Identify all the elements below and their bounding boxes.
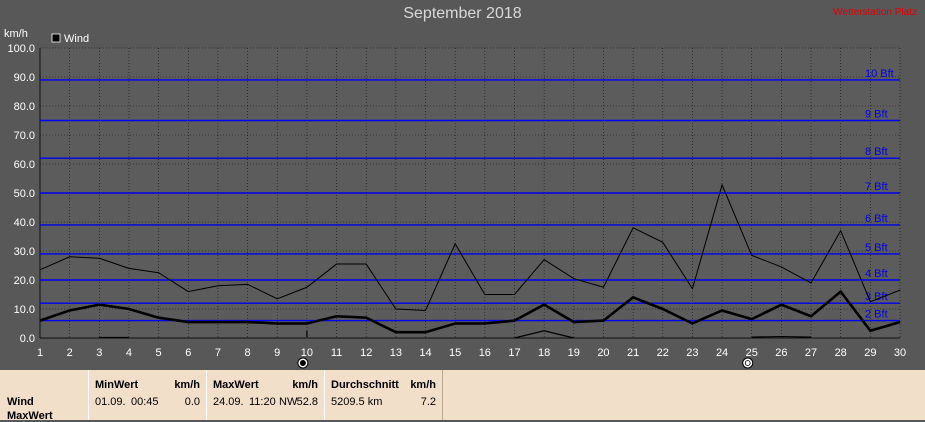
min-unit: km/h xyxy=(174,379,200,391)
y-tick-label: 40.0 xyxy=(14,217,35,229)
beaufort-label: 3 Bft xyxy=(865,291,888,303)
x-tick-label: 12 xyxy=(360,347,372,359)
beaufort-label: 9 Bft xyxy=(865,109,888,121)
max-time: 11:20 xyxy=(249,396,276,408)
beaufort-label: 6 Bft xyxy=(865,213,888,225)
beaufort-label: 7 Bft xyxy=(865,181,888,193)
avg-unit: km/h xyxy=(410,379,436,391)
x-tick-label: 3 xyxy=(96,347,102,359)
new-moon-icon-core xyxy=(299,360,306,366)
x-tick-label: 2 xyxy=(67,347,73,359)
min-value: 0.0 xyxy=(184,396,200,408)
max-direction: NW xyxy=(279,396,298,408)
x-tick-label: 15 xyxy=(449,347,461,359)
y-tick-label: 60.0 xyxy=(14,159,35,171)
x-tick-label: 16 xyxy=(479,347,491,359)
min-title: MinWert xyxy=(95,379,139,391)
beaufort-label: 8 Bft xyxy=(865,146,888,158)
beaufort-label: 2 Bft xyxy=(865,309,888,321)
x-tick-label: 21 xyxy=(627,347,639,359)
x-tick-label: 28 xyxy=(835,347,847,359)
y-tick-label: 20.0 xyxy=(14,275,35,287)
full-moon-icon xyxy=(742,357,754,369)
x-tick-label: 6 xyxy=(185,347,191,359)
x-tick-label: 13 xyxy=(390,347,402,359)
series-line-min xyxy=(751,335,812,338)
x-tick-label: 17 xyxy=(508,347,520,359)
x-tick-label: 7 xyxy=(215,347,221,359)
series-line-min xyxy=(514,330,574,339)
avg-title: Durchschnitt xyxy=(331,379,399,391)
x-tick-label: 4 xyxy=(126,347,132,359)
x-tick-label: 18 xyxy=(538,347,550,359)
max-box: MaxWert km/h 24.09. 11:20 NW 52.8 xyxy=(206,370,325,420)
x-tick-label: 29 xyxy=(864,347,876,359)
x-tick-label: 25 xyxy=(746,347,758,359)
wind-chart: 0.0 10.0 20.0 30.0 40.0 50.0 60.0 70.0 80.0 90.0 1… xyxy=(4,28,906,369)
min-time: 00:45 xyxy=(131,396,159,408)
station-label: Wetterstation Platz xyxy=(833,7,917,18)
x-tick-label: 1 xyxy=(37,347,43,359)
full-moon-icon-core xyxy=(744,360,751,366)
x-tick-label: 27 xyxy=(805,347,817,359)
y-tick-label: 90.0 xyxy=(14,72,35,84)
legend-label: Wind xyxy=(64,33,89,45)
x-tick-label: 23 xyxy=(686,347,698,359)
min-box: MinWert km/h 01.09. 00:45 0.0 xyxy=(88,370,207,420)
legend-swatch xyxy=(51,33,61,43)
x-tick-label: 8 xyxy=(245,347,251,359)
y-tick-label: 0.0 xyxy=(20,333,35,345)
max-value: 52.8 xyxy=(296,396,318,408)
stats-panel: Wind MaxWert MinWert km/h 01.09. 00:45 0… xyxy=(0,370,925,422)
beaufort-label: 10 Bft xyxy=(865,68,894,80)
x-tick-label: 30 xyxy=(894,347,906,359)
x-tick-label: 20 xyxy=(597,347,609,359)
y-tick-label: 30.0 xyxy=(14,246,35,258)
y-axis-label: km/h xyxy=(4,28,28,40)
row-label-wind: Wind xyxy=(7,396,34,408)
x-tick-label: 10 xyxy=(301,347,313,359)
series-line-max xyxy=(39,183,901,311)
row-label-maxwert: MaxWert xyxy=(7,410,53,422)
max-title: MaxWert xyxy=(213,379,259,391)
min-date: 01.09. xyxy=(95,396,126,408)
y-tick-label: 100.0 xyxy=(7,43,35,55)
avg-distance: 5209.5 km xyxy=(331,396,383,408)
x-tick-label: 11 xyxy=(331,347,342,359)
chart-title: September 2018 xyxy=(403,5,522,22)
avg-box: Durchschnitt km/h 5209.5 km 7.2 xyxy=(324,370,443,420)
x-tick-label: 26 xyxy=(775,347,787,359)
max-unit: km/h xyxy=(292,379,318,391)
y-tick-label: 10.0 xyxy=(14,304,35,316)
y-tick-label: 70.0 xyxy=(14,130,35,142)
x-tick-label: 14 xyxy=(419,347,431,359)
y-tick-label: 50.0 xyxy=(14,188,35,200)
beaufort-label: 4 Bft xyxy=(865,268,888,280)
avg-value: 7.2 xyxy=(420,396,436,408)
beaufort-label: 5 Bft xyxy=(865,242,888,254)
x-tick-label: 19 xyxy=(568,347,580,359)
y-tick-label: 80.0 xyxy=(14,101,35,113)
x-tick-label: 22 xyxy=(657,347,669,359)
x-tick-label: 9 xyxy=(274,347,280,359)
x-tick-label: 24 xyxy=(716,347,728,359)
max-date: 24.09. xyxy=(213,396,244,408)
series-line-avg xyxy=(39,289,901,334)
x-tick-label: 5 xyxy=(156,347,162,359)
